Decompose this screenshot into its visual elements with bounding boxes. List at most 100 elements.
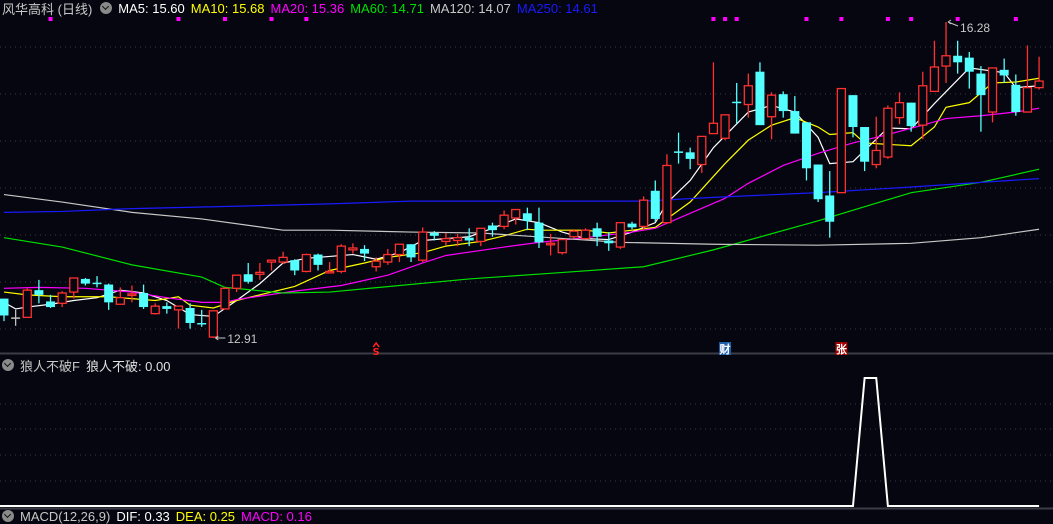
macd-dea: DEA: 0.25	[175, 508, 236, 524]
candle-body	[685, 152, 695, 159]
candle	[383, 248, 393, 265]
candle	[11, 309, 21, 326]
candle	[615, 222, 626, 249]
candle-body	[650, 190, 660, 219]
candle-body	[708, 122, 719, 135]
candle	[650, 180, 660, 222]
candle	[790, 96, 800, 134]
candle	[708, 62, 719, 135]
chevron-down-icon[interactable]	[2, 510, 14, 522]
candle	[743, 73, 753, 118]
candle-body	[766, 94, 777, 118]
ma10-label: MA10: 15.68	[190, 0, 265, 16]
candle	[278, 251, 288, 264]
candle-body	[755, 71, 765, 126]
candle-body	[418, 231, 428, 261]
candle-body	[615, 222, 626, 248]
up-arrow-icon	[372, 341, 380, 348]
candle	[80, 277, 90, 286]
high-low-annotations: 16.28 12.91	[215, 19, 990, 346]
candle	[557, 238, 567, 255]
candle	[918, 71, 928, 140]
candle	[545, 233, 556, 256]
candle	[848, 95, 858, 138]
candle-body	[0, 298, 9, 316]
signal-dot	[304, 17, 309, 21]
candle	[208, 310, 218, 338]
candle-body	[185, 307, 195, 323]
candle-body	[1011, 84, 1021, 113]
candle	[720, 114, 730, 141]
candle-body	[290, 260, 300, 271]
candle-body	[231, 274, 242, 289]
macd-name[interactable]: MACD(12,26,9)	[20, 508, 111, 524]
candle	[929, 40, 940, 93]
candle-body	[674, 151, 684, 153]
chevron-down-icon[interactable]	[2, 359, 14, 371]
indicator-lines	[0, 377, 1040, 507]
candle-body	[46, 301, 56, 308]
candle-body	[627, 223, 637, 228]
candle-body	[255, 271, 265, 275]
candle	[883, 105, 893, 159]
candle-body	[848, 95, 858, 128]
candle-body	[953, 55, 963, 63]
candle-body	[545, 242, 556, 246]
low-price-label: 12.91	[227, 332, 257, 346]
candle	[266, 259, 277, 271]
candle-body	[929, 66, 940, 93]
candle-body	[150, 305, 160, 315]
candle	[732, 82, 742, 124]
candle-body	[266, 259, 277, 263]
candle	[476, 227, 486, 247]
marker-label: 财	[719, 342, 731, 356]
candle-body	[208, 310, 218, 338]
candle-body	[511, 208, 521, 219]
candle	[418, 227, 428, 263]
candle-body	[871, 149, 881, 166]
candle	[324, 262, 335, 274]
candle-body	[34, 290, 44, 295]
chevron-down-icon[interactable]	[100, 2, 113, 14]
candle	[941, 22, 951, 83]
candle-body	[429, 232, 439, 236]
candle-body	[918, 85, 928, 126]
marker-box	[835, 342, 848, 355]
candle-body	[778, 94, 788, 112]
candle-body	[464, 237, 474, 241]
candle-body	[790, 111, 800, 134]
candle	[371, 257, 381, 272]
candle	[46, 294, 56, 308]
candle-body	[173, 305, 184, 311]
candle	[429, 231, 439, 241]
candle-body	[11, 317, 21, 319]
ma5-label: MA5: 15.60	[118, 0, 185, 16]
candle-body	[406, 244, 416, 258]
candle-body	[557, 238, 567, 254]
candle-body	[313, 254, 323, 265]
candle-body	[22, 289, 32, 319]
candle-body	[394, 243, 405, 256]
candle-body	[580, 229, 591, 240]
candle-body	[92, 282, 102, 285]
candle	[487, 222, 497, 237]
candle-body	[987, 67, 998, 113]
candle-body	[964, 57, 974, 72]
candle-body	[801, 122, 811, 169]
candle-body	[906, 102, 916, 127]
candle-body	[1034, 80, 1044, 89]
candle-body	[569, 230, 579, 238]
ma-line-ma5	[3, 67, 1040, 318]
indicator-name[interactable]: 狼人不破F	[20, 358, 80, 374]
macd-header: MACD(12,26,9) DIF: 0.33 DEA: 0.25 MACD: …	[0, 508, 318, 524]
indicator-value: 狼人不破: 0.00	[85, 358, 171, 374]
ma120-label: MA120: 14.07	[429, 0, 511, 16]
candle	[220, 287, 230, 310]
candle	[522, 207, 532, 231]
signal-dot	[269, 17, 274, 21]
candle-body	[69, 277, 79, 293]
candle-body	[813, 164, 823, 200]
candle	[406, 244, 416, 263]
candle	[813, 164, 823, 203]
